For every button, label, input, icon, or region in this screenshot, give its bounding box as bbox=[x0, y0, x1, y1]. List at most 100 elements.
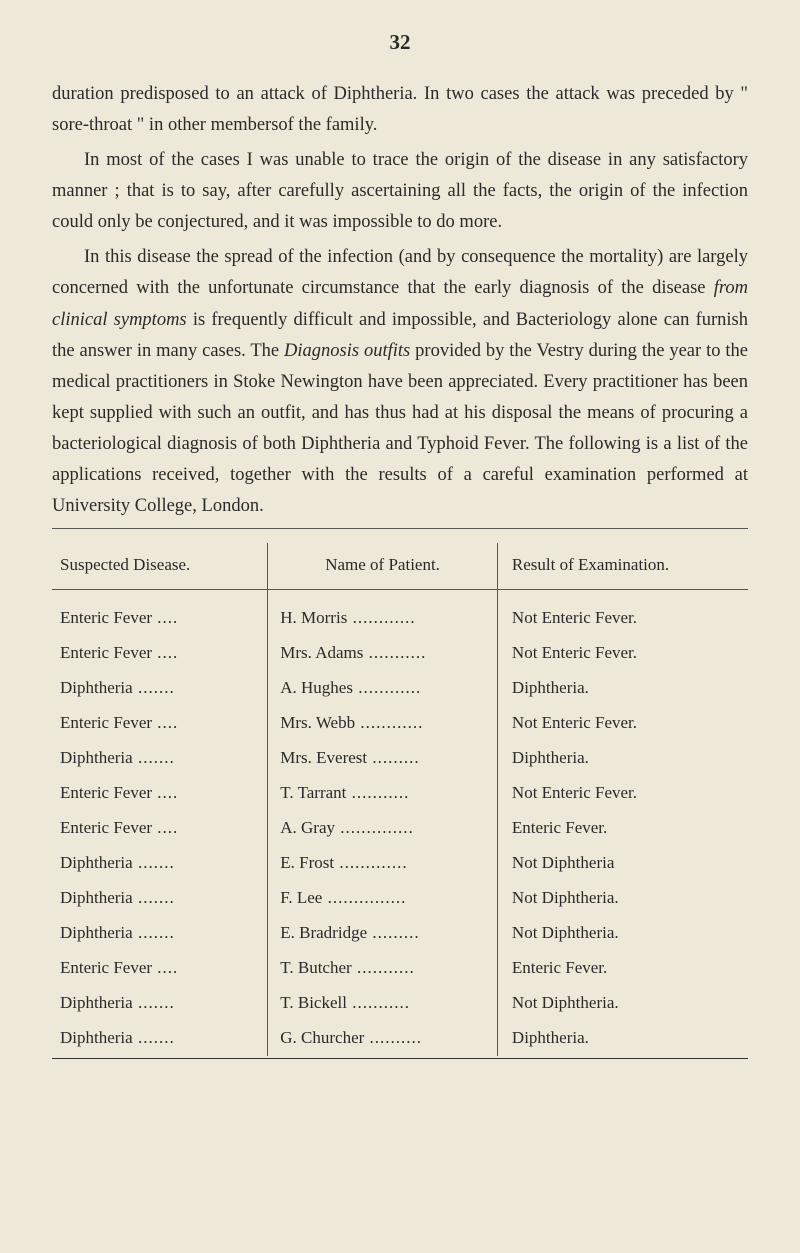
patient-text: Mrs. Adams bbox=[280, 643, 363, 662]
dot-leader: ........... bbox=[347, 993, 410, 1012]
table-row: Enteric Fever ....Mrs. Webb ............… bbox=[52, 706, 748, 741]
header-name-of-patient: Name of Patient. bbox=[268, 543, 498, 590]
dot-leader: ....... bbox=[133, 888, 175, 907]
table-header-row: Suspected Disease. Name of Patient. Resu… bbox=[52, 543, 748, 590]
cell-patient: A. Gray .............. bbox=[268, 811, 498, 846]
table-row: Enteric Fever ....T. Butcher ...........… bbox=[52, 951, 748, 986]
cell-patient: T. Butcher ........... bbox=[268, 951, 498, 986]
cell-result: Not Diphtheria. bbox=[497, 881, 748, 916]
cell-result: Diphtheria. bbox=[497, 1021, 748, 1056]
dot-leader: ............ bbox=[347, 608, 415, 627]
cell-patient: H. Morris ............ bbox=[268, 590, 498, 636]
cell-patient: F. Lee ............... bbox=[268, 881, 498, 916]
disease-text: Enteric Fever bbox=[60, 783, 152, 802]
cell-patient: G. Churcher .......... bbox=[268, 1021, 498, 1056]
patient-text: F. Lee bbox=[280, 888, 322, 907]
table-row: Diphtheria .......E. Bradridge .........… bbox=[52, 916, 748, 951]
cell-disease: Enteric Fever .... bbox=[52, 776, 268, 811]
cell-disease: Diphtheria ....... bbox=[52, 671, 268, 706]
table-top-rule bbox=[52, 528, 748, 529]
patient-text: G. Churcher bbox=[280, 1028, 364, 1047]
paragraph-2: In most of the cases I was unable to tra… bbox=[52, 145, 748, 238]
patient-text: A. Gray bbox=[280, 818, 335, 837]
cell-result: Not Diphtheria. bbox=[497, 986, 748, 1021]
disease-text: Enteric Fever bbox=[60, 958, 152, 977]
page-container: 32 duration predisposed to an attack of … bbox=[0, 0, 800, 1099]
header-result: Result of Examination. bbox=[497, 543, 748, 590]
cell-patient: E. Frost ............. bbox=[268, 846, 498, 881]
table-row: Enteric Fever ....T. Tarrant ...........… bbox=[52, 776, 748, 811]
cell-result: Not Diphtheria bbox=[497, 846, 748, 881]
patient-text: H. Morris bbox=[280, 608, 347, 627]
cell-disease: Enteric Fever .... bbox=[52, 636, 268, 671]
cell-disease: Enteric Fever .... bbox=[52, 811, 268, 846]
cell-patient: Mrs. Everest ......... bbox=[268, 741, 498, 776]
cell-disease: Enteric Fever .... bbox=[52, 951, 268, 986]
dot-leader: ....... bbox=[133, 748, 175, 767]
table-row: Enteric Fever ....A. Gray ..............… bbox=[52, 811, 748, 846]
patient-text: Mrs. Webb bbox=[280, 713, 355, 732]
cell-patient: E. Bradridge ......... bbox=[268, 916, 498, 951]
disease-text: Diphtheria bbox=[60, 678, 133, 697]
disease-text: Diphtheria bbox=[60, 853, 133, 872]
table-row: Diphtheria .......A. Hughes ............… bbox=[52, 671, 748, 706]
cell-disease: Diphtheria ....... bbox=[52, 881, 268, 916]
dot-leader: .... bbox=[152, 713, 178, 732]
dot-leader: .......... bbox=[364, 1028, 422, 1047]
cell-disease: Diphtheria ....... bbox=[52, 916, 268, 951]
dot-leader: ........... bbox=[363, 643, 426, 662]
dot-leader: ....... bbox=[133, 923, 175, 942]
dot-leader: ....... bbox=[133, 853, 175, 872]
cell-patient: T. Bickell ........... bbox=[268, 986, 498, 1021]
cell-result: Not Enteric Fever. bbox=[497, 636, 748, 671]
dot-leader: ........... bbox=[346, 783, 409, 802]
paragraph-1: duration predisposed to an attack of Dip… bbox=[52, 79, 748, 141]
disease-text: Diphtheria bbox=[60, 993, 133, 1012]
patient-text: E. Bradridge bbox=[280, 923, 367, 942]
dot-leader: .... bbox=[152, 818, 178, 837]
patient-text: A. Hughes bbox=[280, 678, 353, 697]
cell-patient: Mrs. Adams ........... bbox=[268, 636, 498, 671]
cell-result: Diphtheria. bbox=[497, 671, 748, 706]
cell-patient: Mrs. Webb ............ bbox=[268, 706, 498, 741]
cell-result: Not Enteric Fever. bbox=[497, 776, 748, 811]
dot-leader: ............ bbox=[353, 678, 421, 697]
table-bottom-rule bbox=[52, 1058, 748, 1059]
table-row: Diphtheria ....... G. Churcher ..........… bbox=[52, 1021, 748, 1056]
cell-patient: T. Tarrant ........... bbox=[268, 776, 498, 811]
page-number: 32 bbox=[52, 30, 748, 55]
header-suspected-disease: Suspected Disease. bbox=[52, 543, 268, 590]
disease-text: Enteric Fever bbox=[60, 643, 152, 662]
dot-leader: .... bbox=[152, 958, 178, 977]
cell-disease: Diphtheria ....... bbox=[52, 846, 268, 881]
dot-leader: ............. bbox=[334, 853, 408, 872]
cell-result: Not Diphtheria. bbox=[497, 916, 748, 951]
results-table: Suspected Disease. Name of Patient. Resu… bbox=[52, 543, 748, 1056]
dot-leader: .... bbox=[152, 643, 178, 662]
disease-text: Diphtheria bbox=[60, 923, 133, 942]
cell-result: Enteric Fever. bbox=[497, 811, 748, 846]
dot-leader: ........... bbox=[352, 958, 415, 977]
table-row: Diphtheria .......F. Lee ...............… bbox=[52, 881, 748, 916]
disease-text: Diphtheria bbox=[60, 748, 133, 767]
table-row: Enteric Fever ....Mrs. Adams ...........… bbox=[52, 636, 748, 671]
dot-leader: .............. bbox=[335, 818, 414, 837]
patient-text: E. Frost bbox=[280, 853, 334, 872]
disease-text: Diphtheria bbox=[60, 888, 133, 907]
disease-text: Diphtheria bbox=[60, 1028, 133, 1047]
cell-patient: A. Hughes ............ bbox=[268, 671, 498, 706]
dot-leader: ............... bbox=[322, 888, 406, 907]
cell-disease: Diphtheria ....... bbox=[52, 741, 268, 776]
table-row: Enteric Fever ....H. Morris ............… bbox=[52, 590, 748, 636]
cell-result: Not Enteric Fever. bbox=[497, 590, 748, 636]
patient-text: T. Bickell bbox=[280, 993, 347, 1012]
p3-italic-2: Diagnosis outfits bbox=[284, 341, 410, 361]
dot-leader: ............ bbox=[355, 713, 423, 732]
p3-text-c: provided by the Vestry during the year t… bbox=[52, 341, 748, 516]
table-body: Enteric Fever ....H. Morris ............… bbox=[52, 590, 748, 1056]
p3-text-a: In this disease the spread of the infect… bbox=[52, 247, 748, 298]
table-row: Diphtheria .......T. Bickell ...........… bbox=[52, 986, 748, 1021]
patient-text: T. Butcher bbox=[280, 958, 351, 977]
dot-leader: ......... bbox=[367, 748, 420, 767]
dot-leader: ....... bbox=[133, 1028, 175, 1047]
